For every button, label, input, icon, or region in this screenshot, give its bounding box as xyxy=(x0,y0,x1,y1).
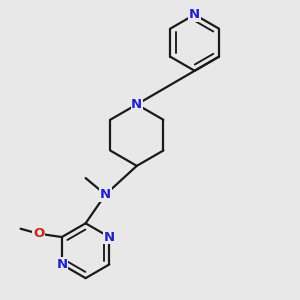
Text: N: N xyxy=(56,258,68,271)
Text: N: N xyxy=(189,8,200,21)
Text: N: N xyxy=(104,230,115,244)
Text: N: N xyxy=(131,98,142,111)
Text: N: N xyxy=(100,188,111,201)
Text: O: O xyxy=(33,227,44,240)
